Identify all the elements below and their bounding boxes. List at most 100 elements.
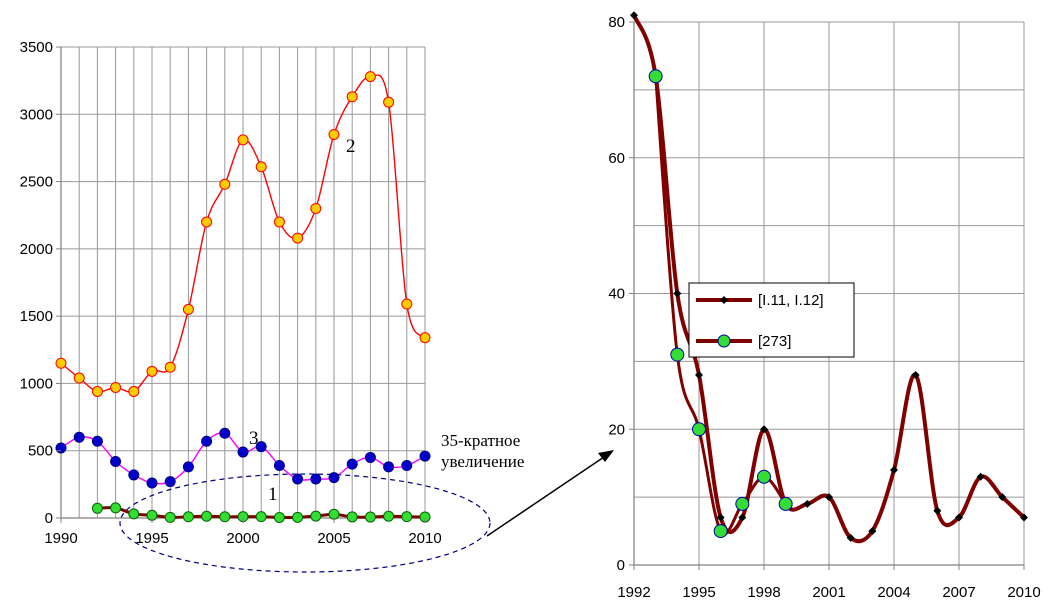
left-point-series-3 — [219, 427, 231, 439]
left-point-series-1 — [346, 511, 358, 523]
right-point-main — [890, 465, 898, 474]
left-point-series-3 — [73, 431, 85, 443]
left-point-series-3 — [383, 461, 395, 473]
left-x-tick-label: 2000 — [226, 530, 259, 547]
right-point-main — [976, 472, 985, 481]
left-point-series-2 — [237, 134, 249, 146]
left-point-series-1 — [219, 511, 231, 523]
left-ticks: 0 500 1000 1500 2000 2500 3000 3500 1990 1995 2000… — [20, 39, 442, 547]
right-y-tick-label: 0 — [617, 557, 625, 574]
right-point-273 — [692, 422, 706, 437]
left-point-series-3 — [146, 477, 158, 489]
legend-label-2: [273] — [758, 333, 791, 350]
right-point-main — [803, 499, 812, 508]
right-y-tick-label: 80 — [608, 14, 625, 31]
left-point-series-1 — [164, 511, 176, 523]
left-point-series-1 — [91, 502, 103, 514]
right-x-tick-label: 2010 — [1007, 584, 1040, 601]
legend-marker-2 — [717, 334, 731, 348]
left-point-series-2 — [364, 71, 376, 83]
series-label-1: 1 — [268, 484, 278, 505]
series-label-2: 2 — [346, 136, 356, 157]
right-point-273 — [778, 496, 793, 511]
right-point-main — [955, 513, 963, 522]
left-x-tick-label: 2010 — [408, 530, 441, 547]
right-x-tick-label: 1992 — [617, 584, 650, 601]
legend-label-1: [I.11, I.12] — [758, 292, 824, 309]
left-point-series-3 — [346, 458, 358, 470]
right-point-main — [846, 533, 855, 542]
left-point-series-3 — [201, 435, 213, 447]
left-y-tick-label: 0 — [45, 510, 53, 527]
left-point-series-2 — [310, 202, 322, 214]
series-label-3: 3 — [249, 428, 259, 449]
left-point-series-1 — [110, 502, 122, 514]
left-x-tick-label: 1995 — [135, 530, 168, 547]
left-point-series-1 — [292, 511, 304, 523]
left-point-series-1 — [273, 511, 285, 523]
left-point-series-2 — [91, 386, 103, 398]
legend-box — [688, 282, 855, 358]
right-point-main — [1020, 513, 1028, 522]
left-point-series-1 — [182, 511, 194, 523]
left-point-series-2 — [146, 365, 158, 377]
right-x-tick-label: 1998 — [747, 584, 780, 601]
right-ticks: 0 20 40 60 80 1992 1995 1998 2001 2004 2007 2010 — [608, 14, 1040, 601]
right-point-main — [695, 370, 703, 379]
left-point-series-2 — [128, 386, 140, 398]
left-point-series-2 — [201, 216, 213, 228]
right-point-main — [738, 513, 747, 522]
left-point-series-3 — [255, 441, 267, 453]
left-point-series-3 — [164, 476, 176, 488]
left-point-series-1 — [328, 508, 340, 520]
right-point-273 — [735, 496, 750, 511]
left-point-series-2 — [55, 357, 67, 369]
left-point-series-2 — [255, 161, 267, 173]
left-point-series-3 — [91, 435, 103, 447]
right-point-273 — [648, 69, 663, 84]
right-y-tick-label: 20 — [608, 421, 625, 438]
left-point-series-1 — [255, 511, 267, 523]
right-point-273 — [713, 524, 728, 539]
left-point-series-3 — [237, 446, 249, 458]
left-point-series-3 — [419, 450, 431, 462]
left-point-series-2 — [419, 332, 431, 344]
left-point-series-3 — [273, 460, 285, 472]
left-point-series-3 — [292, 473, 304, 485]
left-point-series-3 — [110, 455, 122, 467]
right-point-main — [716, 513, 725, 522]
left-y-tick-label: 1000 — [20, 375, 53, 392]
left-point-series-2 — [328, 128, 340, 140]
left-point-series-3 — [364, 451, 376, 463]
right-point-273 — [757, 469, 771, 484]
left-point-series-3 — [55, 442, 67, 454]
right-y-tick-label: 60 — [608, 150, 625, 167]
left-point-series-2 — [219, 178, 231, 190]
left-point-series-1 — [401, 511, 413, 523]
zoom-arrowhead — [598, 450, 614, 462]
left-point-series-1 — [383, 510, 395, 522]
left-point-series-3 — [310, 473, 322, 485]
left-x-tick-label: 2005 — [317, 530, 350, 547]
left-y-tick-label: 2000 — [20, 241, 53, 258]
zoom-region-ellipse — [119, 473, 491, 573]
left-point-series-2 — [110, 381, 122, 393]
left-point-series-2 — [346, 91, 358, 103]
left-y-tick-label: 500 — [28, 443, 53, 460]
left-y-tick-label: 3500 — [20, 39, 53, 56]
left-point-series-3 — [128, 469, 140, 481]
left-point-series-2 — [164, 361, 176, 373]
right-point-main — [998, 493, 1007, 502]
left-point-series-2 — [292, 232, 304, 244]
left-point-series-2 — [383, 96, 395, 108]
left-series — [55, 71, 431, 523]
right-x-tick-label: 2007 — [942, 584, 975, 601]
left-point-series-2 — [182, 303, 194, 315]
right-point-main — [933, 506, 942, 515]
left-grid — [60, 46, 426, 519]
right-point-main — [673, 289, 682, 298]
left-chart: 0 500 1000 1500 2000 2500 3000 3500 1990 1995 2000… — [20, 39, 442, 547]
left-point-series-3 — [182, 461, 194, 473]
left-point-series-2 — [273, 216, 285, 228]
right-x-tick-label: 1995 — [682, 584, 715, 601]
